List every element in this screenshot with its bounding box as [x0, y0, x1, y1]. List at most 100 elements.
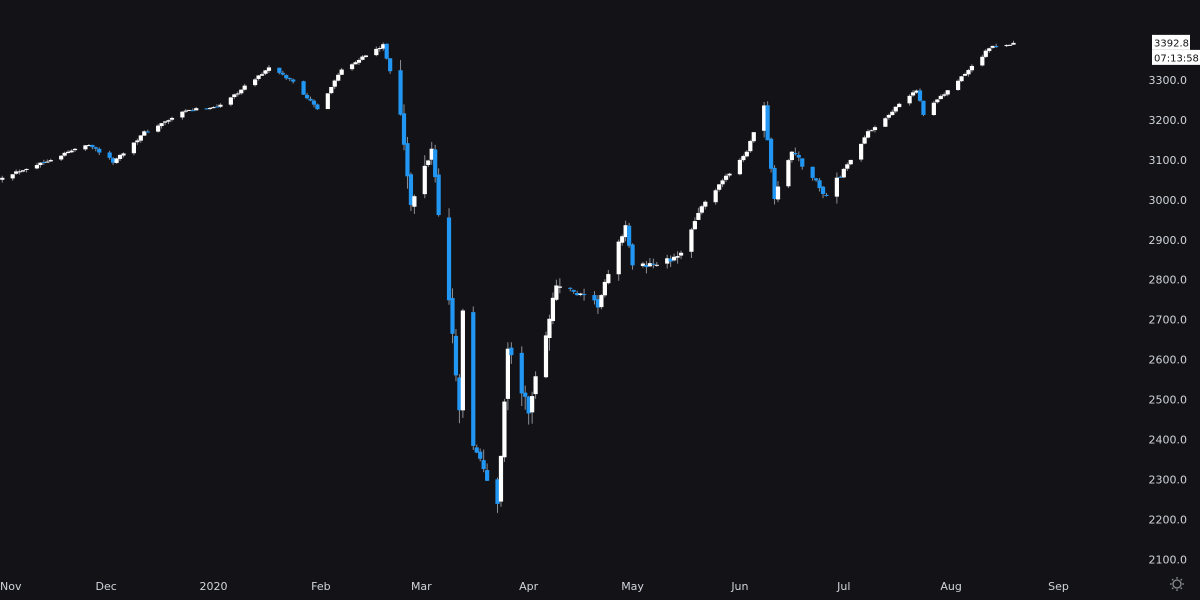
candle — [581, 288, 587, 301]
candle — [623, 220, 628, 242]
candle — [502, 398, 507, 462]
candle-body — [1007, 44, 1013, 46]
y-tick-label: 3000.0 — [1149, 194, 1188, 207]
candle — [381, 42, 386, 51]
candle-body — [388, 58, 393, 72]
candle-body — [547, 318, 552, 338]
candle — [644, 260, 649, 274]
candle — [336, 72, 341, 82]
candle-body — [841, 168, 846, 178]
candle-body — [890, 111, 895, 116]
candle-body — [45, 161, 50, 163]
candle — [557, 278, 562, 294]
candle — [834, 172, 839, 204]
candle — [138, 135, 143, 143]
candle-body — [644, 264, 649, 268]
candle-body — [838, 176, 843, 178]
candle-body — [422, 165, 427, 195]
candle-body — [20, 170, 26, 172]
candle — [41, 159, 46, 165]
candle — [543, 331, 549, 379]
candle-body — [796, 154, 801, 158]
candle — [62, 151, 67, 157]
candle — [304, 92, 310, 100]
candle-body — [914, 90, 919, 93]
candle — [921, 100, 926, 117]
candle — [142, 130, 147, 136]
candle-body — [83, 145, 88, 150]
time-axis[interactable]: Nov Dec 2020 Feb Mar Apr May Jun Jul Aug Sep — [0, 580, 1069, 593]
candle-body — [301, 81, 306, 95]
candle — [315, 103, 320, 110]
candle — [242, 83, 247, 91]
y-tick-label: 2800.0 — [1149, 274, 1188, 287]
candle-body — [741, 156, 746, 161]
candle-body — [169, 117, 175, 120]
candle — [869, 129, 874, 132]
candle — [10, 174, 15, 181]
candle-body — [668, 258, 673, 262]
candle-body — [616, 241, 621, 275]
candle — [256, 75, 261, 81]
candle — [935, 98, 940, 104]
candle — [550, 292, 556, 325]
candle-body — [329, 86, 334, 94]
settings-icon[interactable] — [1170, 577, 1184, 591]
candle — [883, 117, 888, 127]
candle — [377, 46, 382, 52]
candle-body — [214, 106, 220, 108]
candle-body — [114, 158, 119, 163]
candle — [865, 129, 871, 139]
candle-body — [599, 295, 604, 308]
candle — [59, 155, 64, 162]
candle-body — [252, 79, 258, 86]
candle-body — [211, 107, 216, 109]
candle — [1011, 40, 1016, 45]
price-axis[interactable]: 3300.0 3200.0 3100.0 3000.0 2900.0 2800.0 2700… — [1149, 74, 1188, 566]
candle — [675, 251, 680, 264]
candle-body — [865, 131, 871, 138]
candle-body — [280, 72, 285, 75]
candle-body — [107, 152, 112, 158]
candle-body — [93, 147, 98, 149]
candle — [640, 261, 646, 268]
candle — [741, 154, 746, 163]
candle-body — [59, 155, 64, 160]
y-tick-label: 3100.0 — [1149, 154, 1188, 167]
candle — [595, 295, 601, 314]
candle-body — [523, 392, 528, 397]
candle — [717, 184, 722, 192]
candle-body — [256, 75, 261, 79]
candle — [287, 77, 292, 82]
candle-body — [620, 236, 625, 243]
candle-body — [69, 150, 74, 153]
candle — [145, 129, 150, 133]
candle-body — [263, 70, 268, 74]
candle-body — [789, 151, 794, 161]
candle — [384, 43, 389, 60]
candle — [485, 463, 490, 481]
candle — [893, 106, 898, 114]
candle-body — [356, 59, 362, 63]
candle — [938, 94, 943, 100]
y-tick-label: 2200.0 — [1149, 513, 1188, 526]
candle — [107, 150, 112, 160]
candle-body — [571, 289, 576, 292]
candle-body — [696, 212, 701, 220]
candle-body — [194, 108, 199, 111]
candle-body — [353, 62, 358, 65]
candle-body — [810, 166, 815, 178]
candle — [571, 289, 576, 294]
candle-body — [578, 293, 583, 296]
candle-body — [859, 143, 864, 160]
candle — [20, 170, 26, 173]
candle — [93, 146, 98, 152]
candle-body — [717, 184, 722, 190]
y-tick-label: 3300.0 — [1149, 74, 1188, 87]
candle — [14, 169, 19, 175]
candle — [408, 172, 414, 212]
candle — [994, 43, 999, 48]
y-tick-label: 2900.0 — [1149, 234, 1188, 247]
